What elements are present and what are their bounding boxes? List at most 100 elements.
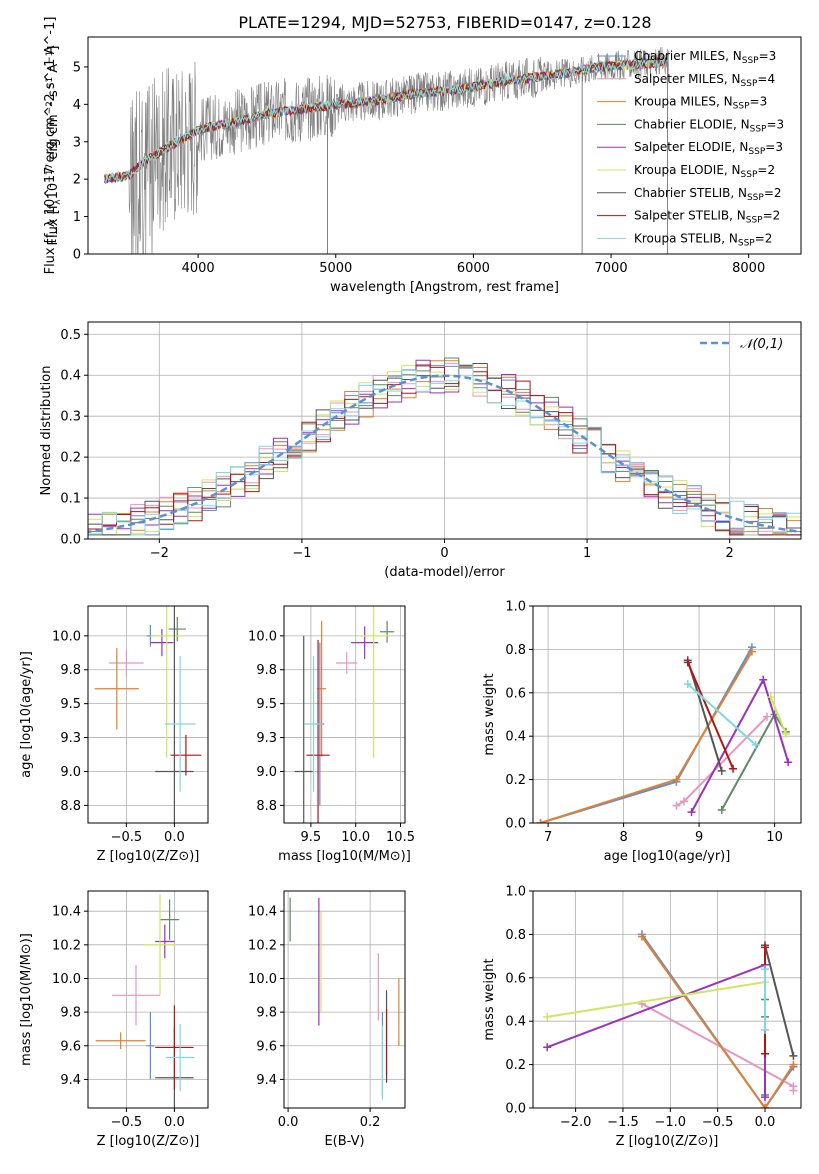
x-tick-label: 0.0 (755, 1115, 776, 1130)
legend-label-tail: =2 (757, 163, 775, 177)
y-tick-label: 0.2 (505, 773, 526, 788)
y-tick-label: 0.6 (505, 971, 526, 986)
mass-weight-marker (789, 1051, 798, 1060)
plot-area-mass_vs_Z (95, 894, 195, 1108)
legend-label-sub: SSP (741, 170, 758, 180)
legend-label-tail: =2 (755, 231, 773, 245)
y-label-part: f (46, 204, 61, 209)
model-spectrum-line (104, 56, 667, 184)
legend-label-main: Kroupa STELIB, N (634, 231, 738, 245)
legend-label-tail: =3 (759, 49, 777, 63)
legend-label-tail: =2 (764, 186, 782, 200)
x-tick-label: −1.5 (607, 1115, 639, 1130)
mass-weight-marker (683, 658, 692, 667)
x-tick-label: 10 (766, 830, 783, 845)
legend-label-tail: =3 (750, 95, 768, 109)
mass-weight-marker (717, 766, 726, 775)
legend-label-sub: SSP (742, 56, 759, 66)
y-tick-label: 9.5 (256, 697, 277, 712)
y-tick-label: 10.0 (248, 629, 277, 644)
y-tick-label: 4 (73, 98, 81, 113)
y-tick-label: 9.6 (60, 1039, 81, 1054)
legend-label: Kroupa MILES, NSSP=3 (634, 95, 767, 112)
mass-weight-marker (761, 1025, 770, 1034)
y-tick-label: 1.0 (505, 600, 526, 615)
x-tick-label: 10.5 (386, 830, 415, 845)
x-tick-label: 10.0 (341, 830, 370, 845)
x-axis-label: (data-model)/error (384, 565, 505, 580)
plot-area-age_vs_Z (94, 606, 202, 823)
mass-weight-line (547, 981, 766, 1018)
mass-weight-marker (543, 1012, 552, 1021)
mass-weight-marker (687, 808, 696, 817)
y-tick-label: 2 (73, 173, 81, 188)
y-tick-label: 3 (73, 135, 81, 150)
y-tick-label: 0.8 (505, 928, 526, 943)
legend-label: Kroupa ELODIE, NSSP=2 (634, 163, 775, 180)
legend-label: Chabrier STELIB, NSSP=2 (634, 186, 782, 203)
legend-label-main: Chabrier STELIB, N (634, 186, 747, 200)
y-tick-label: 9.5 (60, 697, 81, 712)
y-axis-label: mass weight (482, 673, 497, 755)
mass-weight-line (686, 662, 735, 770)
y-tick-label: 9.8 (60, 1006, 81, 1021)
y-tick-label: 0.5 (60, 328, 81, 343)
legend-label: Salpeter MILES, NSSP=4 (634, 72, 775, 89)
plot-area-age_vs_mass (294, 606, 395, 823)
x-axis-label: Z [log10(Z/Z⊙)] (616, 1134, 719, 1149)
mass-weight-marker (789, 1086, 798, 1095)
y-tick-label: 10.2 (248, 938, 277, 953)
mass-weight-marker (672, 775, 681, 784)
x-axis-label: Z [log10(Z/Z⊙)] (97, 849, 200, 864)
y-tick-label: 8.8 (60, 799, 81, 814)
legend-label-main: Salpeter MILES, N (634, 72, 741, 86)
y-label-part: −1 (45, 77, 55, 90)
figure-title: PLATE=1294, MJD=52753, FIBERID=0147, z=0… (238, 13, 651, 32)
legend-label-tail: =2 (763, 209, 781, 223)
x-tick-label: −0.5 (111, 1115, 143, 1130)
axes-frame (283, 605, 406, 824)
panel-age_vs_mass: 9.5 10.0 10.5 8.8 9.0 9.3 9.5 9.8 10.0 mass [log1… (248, 605, 415, 864)
y-label-part: s (46, 90, 61, 101)
y-tick-label: 9.8 (256, 663, 277, 678)
legend-label: Chabrier ELODIE, NSSP=3 (634, 117, 784, 134)
y-tick-label: 0 (73, 248, 81, 263)
y-axis-label: Flux [fλ10−17 erg cm−2 s−1 A−1] (45, 46, 63, 246)
x-tick-label: −1 (292, 546, 311, 561)
y-axis-label: mass [log10(M/M⊙)] (19, 933, 34, 1066)
mass-weight-marker (747, 647, 756, 656)
x-axis-label: age [log10(age/yr)] (604, 849, 731, 864)
mass-weight-line (641, 936, 795, 1108)
y-axis-label: mass weight (482, 958, 497, 1040)
plot-area-spectrum (104, 47, 669, 254)
x-tick-label: 8000 (732, 261, 765, 276)
y-tick-label: 0.4 (505, 1015, 526, 1030)
axes-frame (87, 605, 209, 824)
legend-label-sub: SSP (746, 216, 763, 226)
mass-weight-marker (536, 819, 545, 823)
y-tick-label: 10.0 (52, 972, 81, 987)
y-tick-label: 0.2 (505, 1058, 526, 1073)
x-axis-label: E(B-V) (324, 1134, 364, 1149)
y-tick-label: 0.2 (60, 451, 81, 466)
y-tick-label: 8.8 (256, 799, 277, 814)
y-tick-label: 10.0 (248, 972, 277, 987)
y-tick-label: 0.0 (505, 1102, 526, 1117)
x-tick-label: −2.0 (560, 1115, 592, 1130)
legend-label-main: Chabrier MILES, N (634, 49, 742, 63)
x-axis-label: mass [log10(M/M⊙)] (278, 849, 411, 864)
mass-weight-marker (683, 680, 692, 689)
x-tick-label: 4000 (182, 261, 215, 276)
axes-frame (532, 890, 802, 1109)
x-tick-label: −1.0 (655, 1115, 687, 1130)
legend-label: Salpeter STELIB, NSSP=2 (634, 209, 780, 226)
mass-weight-marker (679, 797, 688, 806)
legend-label: 𝒩(0,1) (740, 337, 783, 352)
y-tick-label: 0.3 (60, 410, 81, 425)
normal-reference-curve (88, 374, 801, 534)
mass-weight-marker (759, 675, 768, 684)
y-tick-label: 9.0 (60, 765, 81, 780)
y-tick-label: 9.6 (256, 1039, 277, 1054)
residual-histogram (88, 359, 801, 536)
mass-weight-line (769, 696, 787, 735)
